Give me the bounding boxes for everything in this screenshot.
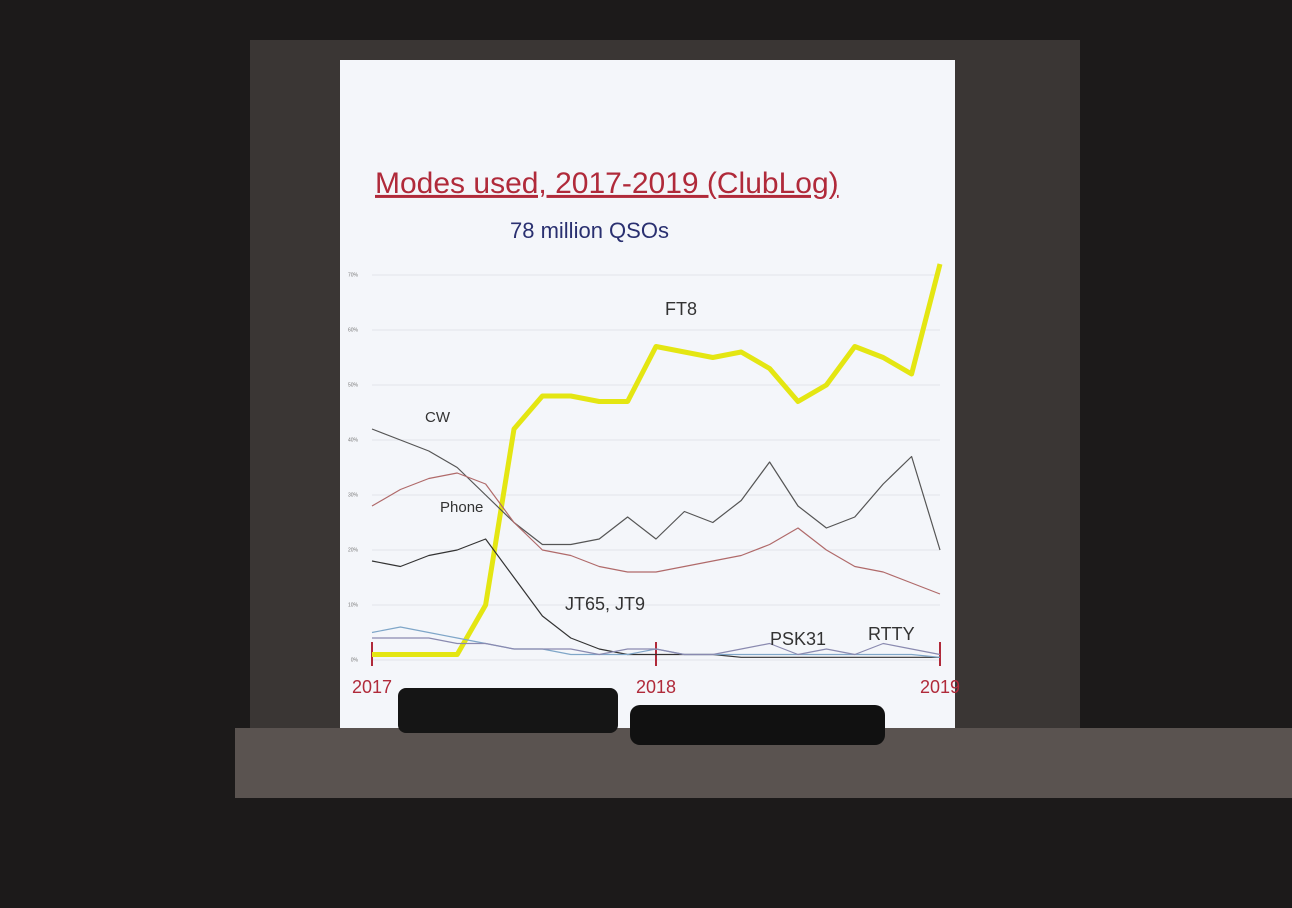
series-label: CW: [425, 409, 451, 426]
series-label: FT8: [665, 299, 697, 319]
y-tick-label: 30%: [348, 492, 359, 498]
x-tick-label: 2018: [636, 677, 676, 697]
y-tick-label: 10%: [348, 602, 359, 608]
series-label: Phone: [440, 499, 483, 516]
x-tick-label: 2017: [352, 677, 392, 697]
y-tick-label: 50%: [348, 382, 359, 388]
y-tick-label: 60%: [348, 327, 359, 333]
chart-subtitle: 78 million QSOs: [510, 218, 669, 243]
series-label: RTTY: [868, 624, 915, 644]
chart-title: Modes used, 2017-2019 (ClubLog): [375, 167, 839, 200]
x-tick-label: 2019: [920, 677, 960, 697]
y-tick-label: 0%: [351, 657, 359, 663]
series-label: JT65, JT9: [565, 594, 645, 614]
y-tick-label: 20%: [348, 547, 359, 553]
series-label: PSK31: [770, 629, 826, 649]
bag: [398, 688, 618, 733]
y-tick-label: 70%: [348, 272, 359, 278]
slide: [340, 60, 955, 730]
y-tick-label: 40%: [348, 437, 359, 443]
page: Modes used, 2017-2019 (ClubLog) 78 milli…: [0, 0, 1292, 908]
chart: Modes used, 2017-2019 (ClubLog) 78 milli…: [0, 0, 1292, 908]
bag: [630, 705, 885, 745]
